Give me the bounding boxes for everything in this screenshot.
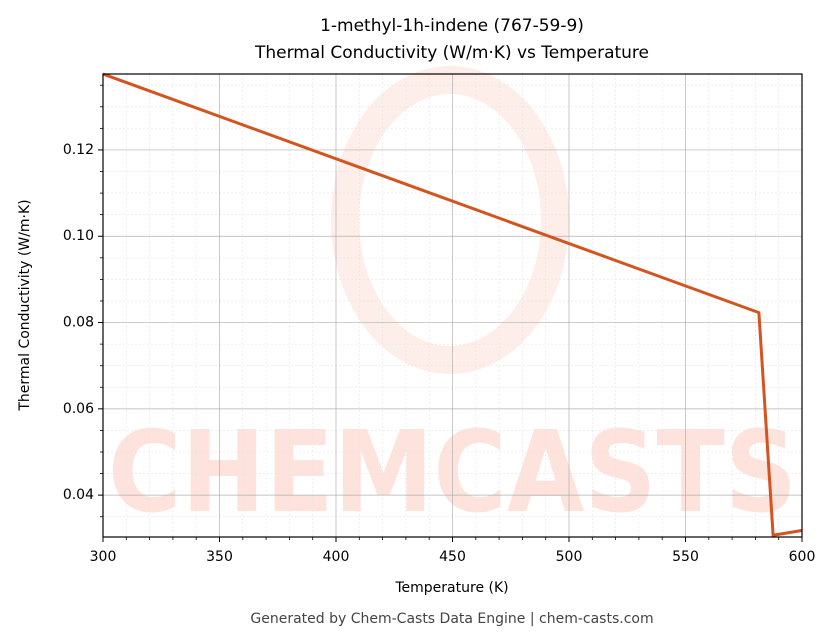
y-tick-label: 0.08 <box>63 315 94 331</box>
x-tick-label: 600 <box>789 549 816 565</box>
plot-frame <box>102 73 803 538</box>
data-line <box>103 72 802 537</box>
chart-subtitle: Thermal Conductivity (W/m·K) vs Temperat… <box>254 43 649 63</box>
y-tick-label: 0.12 <box>63 142 94 158</box>
x-tick-label: 400 <box>323 549 350 565</box>
x-tick-label: 550 <box>672 549 699 565</box>
y-axis-label: Thermal Conductivity (W/m·K) <box>17 199 33 411</box>
y-tick-label: 0.10 <box>63 228 94 244</box>
chart-title: 1-methyl-1h-indene (767-59-9) <box>320 16 584 36</box>
x-tick-label: 300 <box>90 549 117 565</box>
y-tick-label: 0.06 <box>63 401 94 417</box>
x-tick-label: 500 <box>556 549 583 565</box>
x-tick-label: 450 <box>439 549 466 565</box>
footer: Generated by Chem-Casts Data Engine | ch… <box>250 611 653 627</box>
x-axis-label: Temperature (K) <box>394 580 508 596</box>
watermark-logo <box>331 66 569 374</box>
x-tick-label: 350 <box>206 549 233 565</box>
y-tick-label: 0.04 <box>63 487 94 503</box>
